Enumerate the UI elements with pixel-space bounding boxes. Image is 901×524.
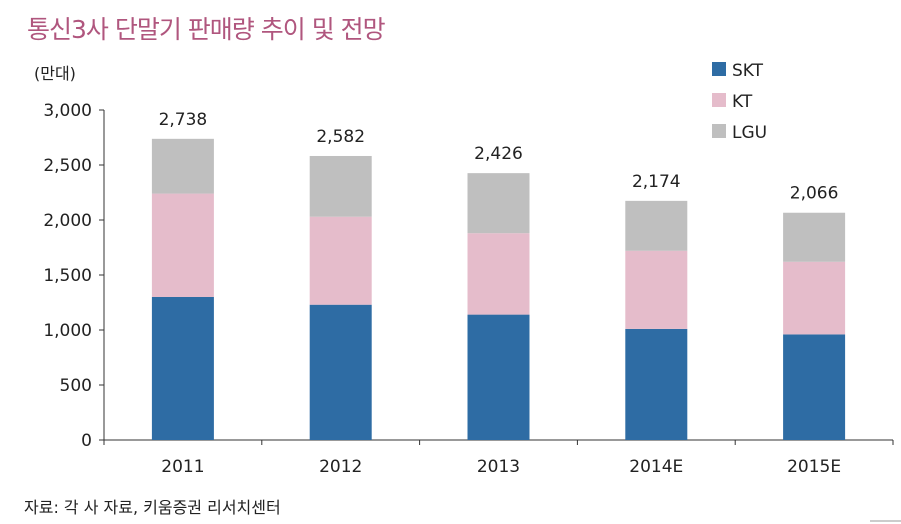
legend-label-skt: SKT [732, 61, 764, 81]
y-tick-label: 500 [60, 376, 92, 396]
total-label: 2,174 [632, 172, 681, 192]
bar-skt-2015E [783, 334, 846, 440]
x-tick-label: 2014E [629, 457, 683, 477]
total-label: 2,738 [159, 110, 208, 130]
bar-skt-2014E [625, 328, 688, 440]
legend-swatch-kt [712, 93, 726, 107]
legend-swatch-lgu [712, 124, 726, 138]
bar-skt-2012 [309, 304, 372, 440]
bar-lgu-2012 [309, 155, 372, 217]
bar-kt-2011 [151, 193, 214, 297]
x-tick-label: 2015E [787, 457, 841, 477]
chart-title: 통신3사 단말기 판매량 추이 및 전망 [27, 15, 386, 44]
total-label: 2,066 [790, 184, 839, 204]
y-tick-label: 1,000 [43, 321, 92, 341]
y-axis-unit: (만대) [34, 64, 76, 83]
legend-label-lgu: LGU [732, 123, 767, 143]
y-tick-label: 2,000 [43, 211, 92, 231]
bar-kt-2012 [309, 216, 372, 305]
source-note: 자료: 각 사 자료, 키움증권 리서치센터 [24, 498, 281, 517]
bar-skt-2011 [151, 297, 214, 440]
legend-swatch-skt [712, 62, 726, 76]
x-tick-label: 2011 [161, 457, 204, 477]
y-tick-label: 1,500 [43, 266, 92, 286]
bar-skt-2013 [467, 314, 530, 440]
bar-kt-2014E [625, 250, 688, 329]
x-tick-label: 2013 [477, 457, 520, 477]
total-label: 2,582 [316, 127, 365, 147]
x-tick-label: 2012 [319, 457, 362, 477]
bar-lgu-2014E [625, 200, 688, 251]
bar-lgu-2011 [151, 138, 214, 194]
bar-kt-2015E [783, 261, 846, 335]
y-tick-label: 2,500 [43, 156, 92, 176]
legend-label-kt: KT [732, 92, 753, 112]
total-label: 2,426 [474, 144, 523, 164]
y-tick-label: 3,000 [43, 101, 92, 121]
y-tick-label: 0 [81, 431, 92, 451]
bar-lgu-2013 [467, 173, 530, 234]
bar-kt-2013 [467, 233, 530, 315]
bar-lgu-2015E [783, 212, 846, 262]
